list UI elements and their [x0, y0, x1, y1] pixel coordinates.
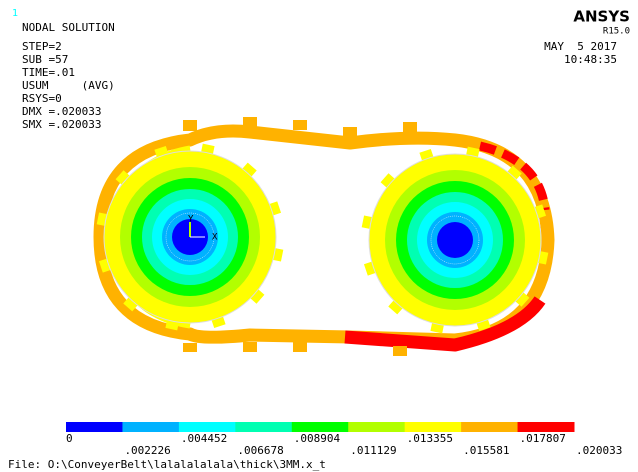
legend-label: .004452 [181, 432, 227, 445]
legend-swatch [461, 422, 518, 432]
triad-y: Y [188, 215, 194, 225]
legend-label: .006678 [237, 444, 283, 457]
brand-version: R15.0 [603, 27, 630, 37]
legend-label: .008904 [294, 432, 341, 445]
brand-name: ANSYS [573, 8, 630, 26]
legend-swatch [66, 422, 123, 432]
header-line: USUM (AVG) [22, 79, 115, 92]
viewport: 1 NODAL SOLUTION STEP=2SUB =57TIME=.01US… [0, 0, 638, 472]
time: 10:48:35 [564, 53, 617, 66]
legend-label: .017807 [520, 432, 566, 445]
legend-label: .013355 [407, 432, 453, 445]
triad-x: X [212, 233, 218, 243]
date: MAY 5 2017 [544, 40, 617, 53]
legend-label: 0 [66, 432, 73, 445]
legend-swatch [518, 422, 575, 432]
header-line: TIME=.01 [22, 66, 75, 79]
legend-swatch [179, 422, 236, 432]
legend-swatch [122, 422, 179, 432]
legend-label: .011129 [350, 444, 396, 457]
legend-label: .020033 [576, 444, 622, 457]
contour-band [437, 222, 473, 258]
file-path: File: O:\ConveyerBelt\lalalalalala\thick… [8, 458, 326, 471]
window-number: 1 [12, 8, 18, 19]
header-line: STEP=2 [22, 40, 62, 53]
legend-swatch [292, 422, 349, 432]
legend-swatch [235, 422, 292, 432]
legend-label: .002226 [124, 444, 170, 457]
legend-swatch [405, 422, 462, 432]
header-line: DMX =.020033 [22, 105, 101, 118]
header-line: SMX =.020033 [22, 118, 101, 131]
header-line: SUB =57 [22, 53, 68, 66]
header-line: RSYS=0 [22, 92, 62, 105]
plot-title: NODAL SOLUTION [22, 21, 115, 34]
legend-swatch [348, 422, 405, 432]
legend-label: .015581 [463, 444, 509, 457]
